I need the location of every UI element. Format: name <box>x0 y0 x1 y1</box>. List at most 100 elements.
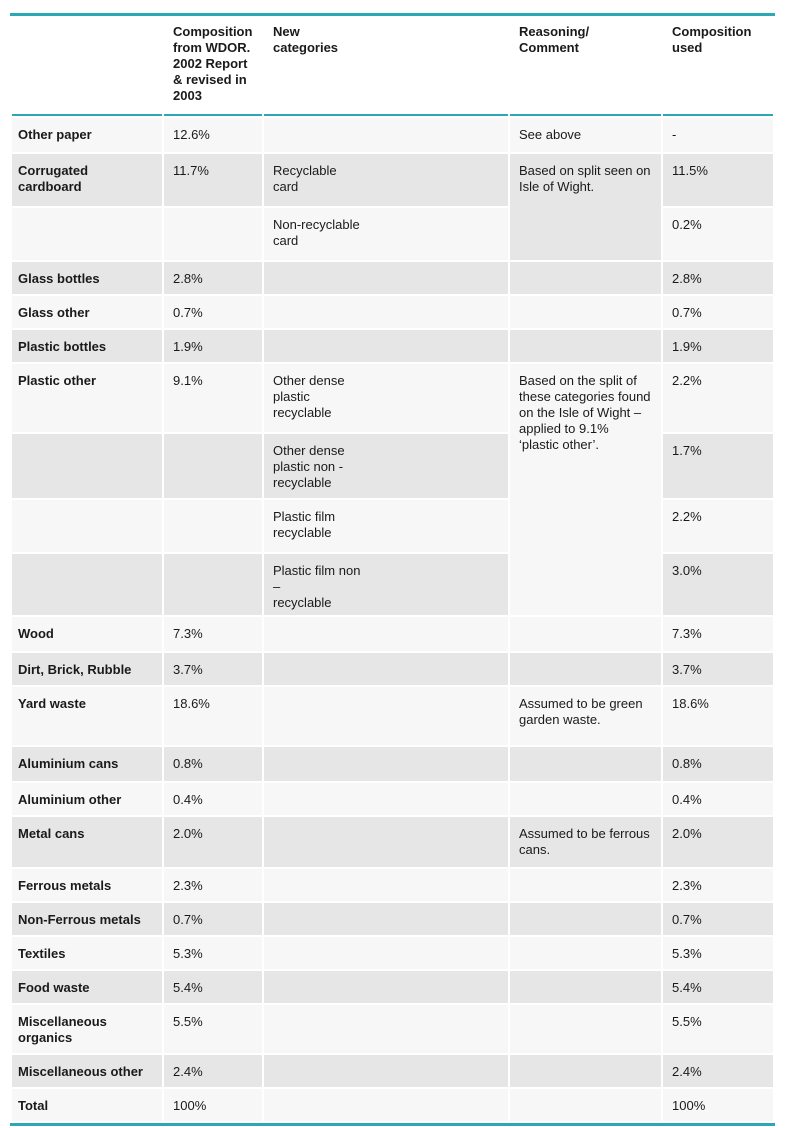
cell-used: 2.8% <box>663 262 773 294</box>
cell-new-category <box>264 330 508 362</box>
table-row: Miscellaneous other 2.4% 2.4% <box>12 1055 773 1087</box>
cell-wdor: 2.3% <box>164 869 262 901</box>
cell-category: Wood <box>12 617 162 651</box>
cell-used: 1.9% <box>663 330 773 362</box>
cell-used: 2.2% <box>663 500 773 552</box>
cell-reasoning <box>510 971 661 1003</box>
cell-used: 7.3% <box>663 617 773 651</box>
cell-reasoning <box>510 617 661 651</box>
cell-category: Yard waste <box>12 687 162 745</box>
cell-new-category: Non-recyclable card <box>264 208 508 260</box>
cell-used: 5.3% <box>663 937 773 969</box>
cell-used: 5.4% <box>663 971 773 1003</box>
cell-wdor: 0.4% <box>164 783 262 815</box>
cell-category: Plastic other <box>12 364 162 432</box>
cell-reasoning: Assumed to be green garden waste. <box>510 687 661 745</box>
cell-used: 0.4% <box>663 783 773 815</box>
cell-reasoning: See above <box>510 118 661 152</box>
cell-reasoning <box>510 1055 661 1087</box>
table-row: Non-recyclable card 0.2% <box>12 208 773 260</box>
cell-wdor: 100% <box>164 1089 262 1121</box>
composition-table: Composition from WDOR. 2002 Report & rev… <box>10 16 775 1123</box>
cell-category: Plastic bottles <box>12 330 162 362</box>
cell-category: Other paper <box>12 118 162 152</box>
cell-new-category <box>264 783 508 815</box>
cell-wdor: 11.7% <box>164 154 262 206</box>
cell-new-category <box>264 653 508 685</box>
top-rule <box>10 13 775 16</box>
cell-used: 3.7% <box>663 653 773 685</box>
cell-reasoning <box>510 262 661 294</box>
cell-wdor: 5.3% <box>164 937 262 969</box>
cell-used: 2.2% <box>663 364 773 432</box>
cell-reasoning: Based on the split of these categories f… <box>510 364 661 615</box>
cell-category <box>12 500 162 552</box>
cell-new-category: Plastic film recyclable <box>264 500 508 552</box>
cell-reasoning <box>510 1005 661 1053</box>
cell-wdor: 18.6% <box>164 687 262 745</box>
cell-reasoning: Assumed to be ferrous cans. <box>510 817 661 867</box>
table-row: Other dense plastic non - recyclable 1.7… <box>12 434 773 498</box>
cell-new-category <box>264 869 508 901</box>
table-row: Corrugated cardboard 11.7% Recyclable ca… <box>12 154 773 260</box>
cell-used: 3.0% <box>663 554 773 615</box>
cell-used: 11.5% <box>663 154 773 206</box>
cell-reasoning <box>510 1089 661 1121</box>
cell-new-category <box>264 687 508 745</box>
cell-wdor: 12.6% <box>164 118 262 152</box>
table-row: Miscellaneous organics 5.5% 5.5% <box>12 1005 773 1053</box>
table-row: Non-Ferrous metals 0.7% 0.7% <box>12 903 773 935</box>
table-row: Ferrous metals 2.3% 2.3% <box>12 869 773 901</box>
cell-new-category <box>264 118 508 152</box>
cell-wdor: 9.1% <box>164 364 262 432</box>
cell-new-category <box>264 1055 508 1087</box>
table-row: Yard waste 18.6% Assumed to be green gar… <box>12 687 773 745</box>
cell-new-category <box>264 296 508 328</box>
cell-wdor: 5.4% <box>164 971 262 1003</box>
header-new-categories: New categories <box>264 18 508 116</box>
cell-wdor <box>164 434 262 498</box>
cell-new-category: Other dense plastic recyclable <box>264 364 508 432</box>
cell-category: Dirt, Brick, Rubble <box>12 653 162 685</box>
table-row: Metal cans 2.0% Assumed to be ferrous ca… <box>12 817 773 867</box>
table-row: Wood 7.3% 7.3% <box>12 617 773 651</box>
cell-wdor: 0.7% <box>164 903 262 935</box>
cell-new-category: Recyclable card <box>264 154 508 206</box>
cell-new-category: Other dense plastic non - recyclable <box>264 434 508 498</box>
cell-new-category <box>264 617 508 651</box>
cell-wdor: 2.8% <box>164 262 262 294</box>
cell-wdor: 0.7% <box>164 296 262 328</box>
cell-new-category <box>264 1089 508 1121</box>
cell-wdor: 0.8% <box>164 747 262 781</box>
cell-reasoning: Based on split seen on Isle of Wight. <box>510 154 661 260</box>
cell-wdor: 3.7% <box>164 653 262 685</box>
cell-category: Non-Ferrous metals <box>12 903 162 935</box>
bottom-rule <box>10 1123 775 1126</box>
cell-new-category <box>264 903 508 935</box>
header-category <box>12 18 162 116</box>
table-row: Aluminium cans 0.8% 0.8% <box>12 747 773 781</box>
table-row: Dirt, Brick, Rubble 3.7% 3.7% <box>12 653 773 685</box>
table-row: Glass bottles 2.8% 2.8% <box>12 262 773 294</box>
cell-new-category <box>264 817 508 867</box>
cell-new-category <box>264 1005 508 1053</box>
cell-category: Metal cans <box>12 817 162 867</box>
cell-wdor: 2.0% <box>164 817 262 867</box>
cell-new-category: Plastic film non – recyclable <box>264 554 508 615</box>
header-row: Composition from WDOR. 2002 Report & rev… <box>12 18 773 116</box>
table-row: Food waste 5.4% 5.4% <box>12 971 773 1003</box>
table-row: Textiles 5.3% 5.3% <box>12 937 773 969</box>
cell-used: 5.5% <box>663 1005 773 1053</box>
cell-category: Miscellaneous other <box>12 1055 162 1087</box>
cell-new-category <box>264 747 508 781</box>
cell-category: Aluminium cans <box>12 747 162 781</box>
cell-used: 0.2% <box>663 208 773 260</box>
cell-category <box>12 434 162 498</box>
cell-reasoning <box>510 937 661 969</box>
cell-reasoning <box>510 869 661 901</box>
cell-category <box>12 554 162 615</box>
cell-used: 100% <box>663 1089 773 1121</box>
cell-reasoning <box>510 783 661 815</box>
cell-category: Total <box>12 1089 162 1121</box>
